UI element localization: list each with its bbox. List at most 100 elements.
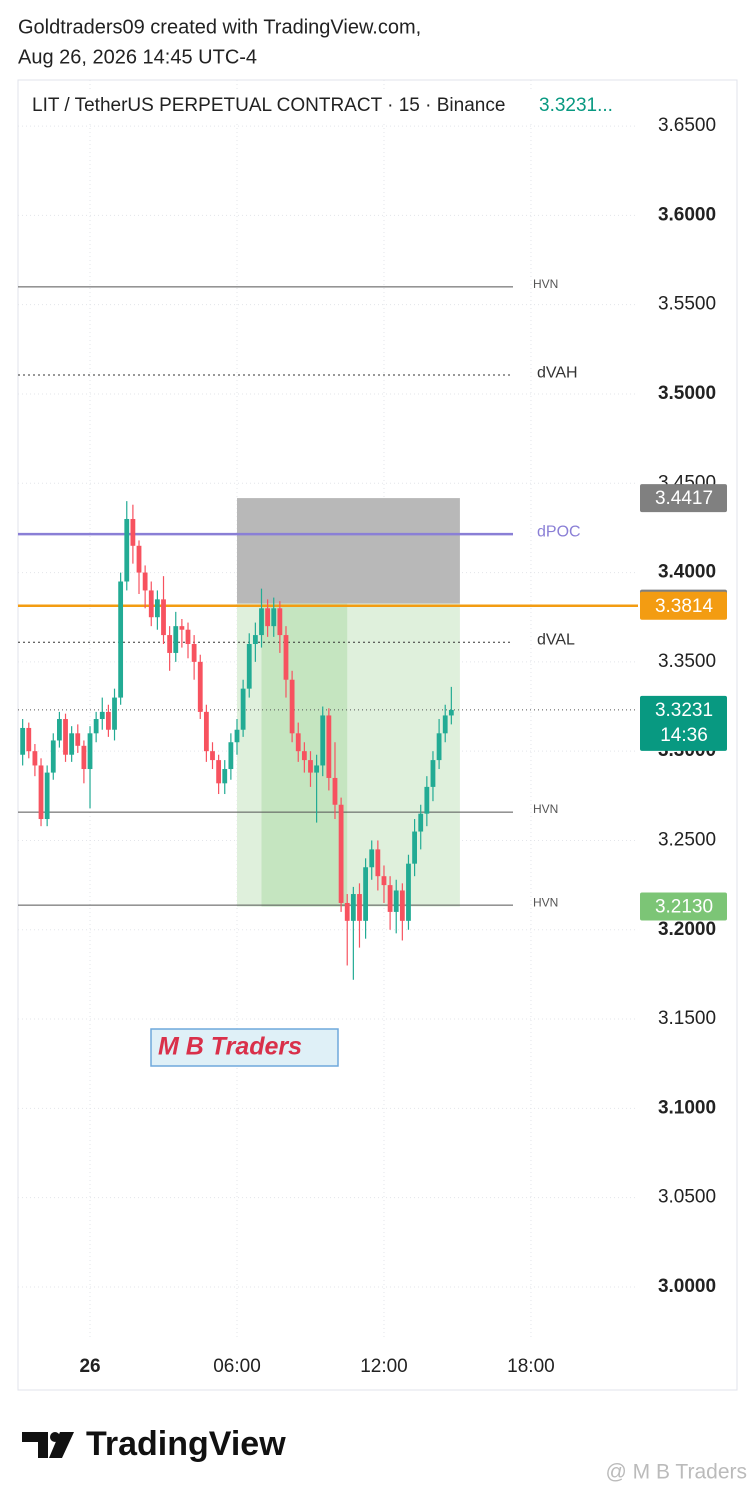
- candle-body: [326, 715, 332, 778]
- watermark: @ M B Traders: [605, 1461, 747, 1484]
- candle-body: [412, 831, 417, 864]
- x-tick-label: 18:00: [507, 1356, 555, 1377]
- level-label: HVN: [533, 277, 558, 291]
- candle-body: [375, 849, 381, 877]
- candle-body: [32, 751, 38, 766]
- price-label: 3.3814: [655, 596, 714, 617]
- logo-shape: [49, 1432, 74, 1458]
- candle-body: [308, 760, 313, 773]
- candle-body: [203, 711, 209, 752]
- candle-body: [338, 804, 344, 903]
- chart-frame: [17, 79, 738, 1391]
- candle-body: [20, 727, 26, 755]
- level-label: HVN: [533, 802, 558, 816]
- price-label-bg: [640, 892, 727, 921]
- candle-body: [216, 760, 222, 784]
- candle-body: [99, 711, 105, 720]
- candle-body: [63, 719, 68, 755]
- candle-body: [424, 786, 430, 814]
- candle-body: [399, 890, 405, 921]
- candle-body: [259, 608, 264, 636]
- candle-body: [118, 581, 124, 698]
- candle-body: [167, 635, 173, 653]
- candle-body: [197, 661, 203, 712]
- candle-body: [277, 608, 283, 636]
- candle-body: [357, 894, 362, 921]
- candle-body: [320, 715, 326, 766]
- candle-body: [173, 626, 179, 653]
- candle-body: [344, 902, 350, 921]
- y-tick-label: 3.0000: [658, 1276, 716, 1297]
- candle-body: [436, 733, 442, 761]
- candle-body: [301, 751, 307, 761]
- candle-body: [332, 777, 338, 805]
- chart-title: LIT / TetherUS PERPETUAL CONTRACT · 15 ·…: [32, 95, 505, 116]
- level-label: dVAH: [537, 364, 578, 381]
- candle-body: [265, 608, 271, 627]
- candle-body: [271, 608, 277, 627]
- candle-body: [252, 635, 258, 645]
- candle-body: [136, 545, 142, 573]
- candle-body: [50, 740, 56, 773]
- brand: TradingView: [86, 1425, 286, 1463]
- candle-body: [161, 599, 166, 636]
- candle-body: [56, 719, 62, 741]
- y-tick-label: 3.4000: [658, 562, 716, 583]
- price-label: 3.2130: [655, 897, 713, 918]
- candle-body: [387, 885, 393, 912]
- candle-body: [418, 813, 424, 832]
- price-label-bg: [640, 484, 727, 513]
- candle-body: [448, 709, 454, 716]
- candle-body: [210, 751, 215, 761]
- level-label: dVAL: [537, 631, 575, 648]
- candle-body: [234, 729, 240, 743]
- candle-body: [130, 518, 136, 546]
- logo-shape: [22, 1432, 48, 1458]
- title-bg: [24, 90, 630, 122]
- candle-body: [179, 626, 185, 630]
- last-price-label: 3.3231: [655, 700, 713, 721]
- stop-zone: [236, 498, 460, 604]
- candle-body: [442, 715, 448, 734]
- candle-body: [381, 876, 387, 886]
- candle-body: [240, 688, 246, 730]
- candle-body: [314, 765, 320, 773]
- candle-body: [246, 644, 252, 689]
- y-tick-label: 3.2500: [658, 829, 716, 850]
- candle-body: [406, 863, 411, 921]
- countdown: 14:36: [660, 725, 708, 746]
- candle-body: [363, 867, 369, 921]
- x-tick-label: 26: [79, 1356, 100, 1377]
- y-tick-label: 3.3500: [658, 651, 716, 672]
- candle-body: [142, 572, 148, 591]
- last-price-bg: [640, 695, 727, 751]
- header-line: Aug 26, 2026 14:45 UTC-4: [18, 46, 257, 68]
- candle-body: [185, 629, 191, 645]
- candle-body: [26, 727, 32, 752]
- price-label: 3.4417: [655, 488, 713, 509]
- candle-body: [124, 518, 130, 582]
- candle-body: [295, 733, 301, 752]
- candle-body: [222, 769, 228, 784]
- candle-body: [44, 772, 50, 820]
- y-tick-label: 3.0500: [658, 1187, 716, 1208]
- candle-body: [350, 894, 356, 921]
- candle-body: [93, 719, 99, 734]
- candle-body: [148, 590, 154, 618]
- x-tick-label: 12:00: [360, 1356, 408, 1377]
- x-tick-label: 06:00: [213, 1356, 261, 1377]
- candle-body: [228, 742, 234, 770]
- plot: 3.00003.05003.10003.15003.20003.25003.30…: [18, 80, 727, 1377]
- y-tick-label: 3.1500: [658, 1008, 716, 1029]
- candle-body: [430, 760, 436, 787]
- candle-body: [75, 733, 81, 746]
- y-tick-label: 3.6000: [658, 204, 716, 225]
- candle-body: [38, 765, 44, 820]
- annotation: M B Traders: [158, 1033, 302, 1061]
- candle-body: [283, 635, 289, 680]
- level-label: dPOC: [537, 523, 581, 540]
- level-label: HVN: [533, 895, 558, 909]
- candle-body: [369, 849, 375, 868]
